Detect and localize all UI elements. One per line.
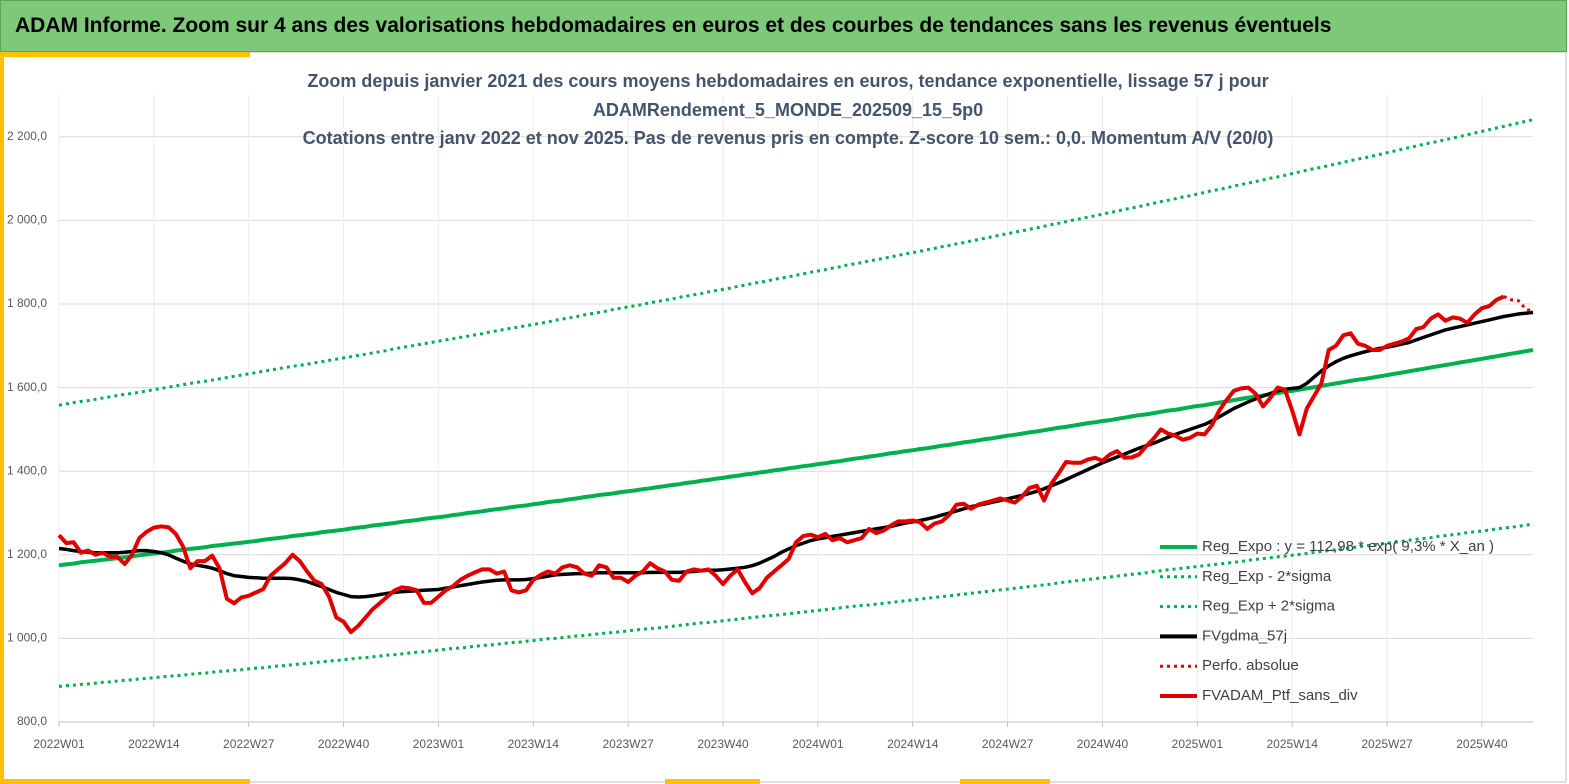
series-line [1503, 295, 1534, 313]
y-tick-label: 1 800,0 [7, 296, 47, 310]
chart-title: ADAMRendement_5_MONDE_202509_15_5p0 [593, 100, 983, 120]
x-tick-label: 2022W40 [318, 737, 370, 751]
legend-label: Perfo. absolue [1202, 657, 1299, 674]
y-tick-label: 2 000,0 [7, 213, 47, 227]
x-tick-label: 2022W01 [33, 737, 85, 751]
legend-label: Reg_Exp + 2*sigma [1202, 598, 1336, 615]
x-tick-label: 2024W40 [1077, 737, 1129, 751]
chart-title: Cotations entre janv 2022 et nov 2025. P… [303, 128, 1274, 148]
x-tick-label: 2025W01 [1172, 737, 1224, 751]
x-tick-label: 2022W14 [128, 737, 180, 751]
chart-frame [0, 51, 1567, 783]
y-tick-label: 1 600,0 [7, 380, 47, 394]
accent-bar [665, 779, 760, 784]
header-title: ADAM Informe. Zoom sur 4 ans des valoris… [15, 14, 1332, 37]
y-tick-label: 2 200,0 [7, 129, 47, 143]
x-tick-label: 2023W01 [413, 737, 465, 751]
series-line [57, 294, 1505, 635]
x-tick-label: 2024W27 [982, 737, 1034, 751]
accent-bar [0, 52, 4, 782]
accent-bar [0, 779, 250, 784]
y-tick-label: 1 200,0 [7, 547, 47, 561]
x-tick-label: 2023W14 [508, 737, 560, 751]
x-tick-label: 2025W14 [1267, 737, 1319, 751]
accent-bar [0, 52, 250, 57]
chart-title: Zoom depuis janvier 2021 des cours moyen… [307, 71, 1268, 91]
y-tick-label: 1 400,0 [7, 463, 47, 477]
legend-label: Reg_Exp - 2*sigma [1202, 568, 1332, 585]
accent-bar [960, 779, 1050, 784]
x-tick-label: 2023W40 [697, 737, 749, 751]
x-tick-label: 2023W27 [602, 737, 654, 751]
x-tick-label: 2025W40 [1456, 737, 1508, 751]
x-tick-label: 2024W01 [792, 737, 844, 751]
x-tick-label: 2025W27 [1361, 737, 1413, 751]
x-tick-label: 2022W27 [223, 737, 275, 751]
legend-label: FVgdma_57j [1202, 627, 1287, 644]
y-tick-label: 800,0 [17, 714, 47, 728]
y-tick-label: 1 000,0 [7, 631, 47, 645]
header: ADAM Informe. Zoom sur 4 ans des valoris… [0, 0, 1567, 52]
legend-label: Reg_Expo : y = 112,98 * exp( 9,3% * X_an… [1202, 538, 1494, 555]
x-tick-label: 2024W14 [887, 737, 939, 751]
legend-label: FVADAM_Ptf_sans_div [1202, 687, 1358, 704]
series-line [58, 522, 1534, 688]
plot [57, 95, 1534, 727]
